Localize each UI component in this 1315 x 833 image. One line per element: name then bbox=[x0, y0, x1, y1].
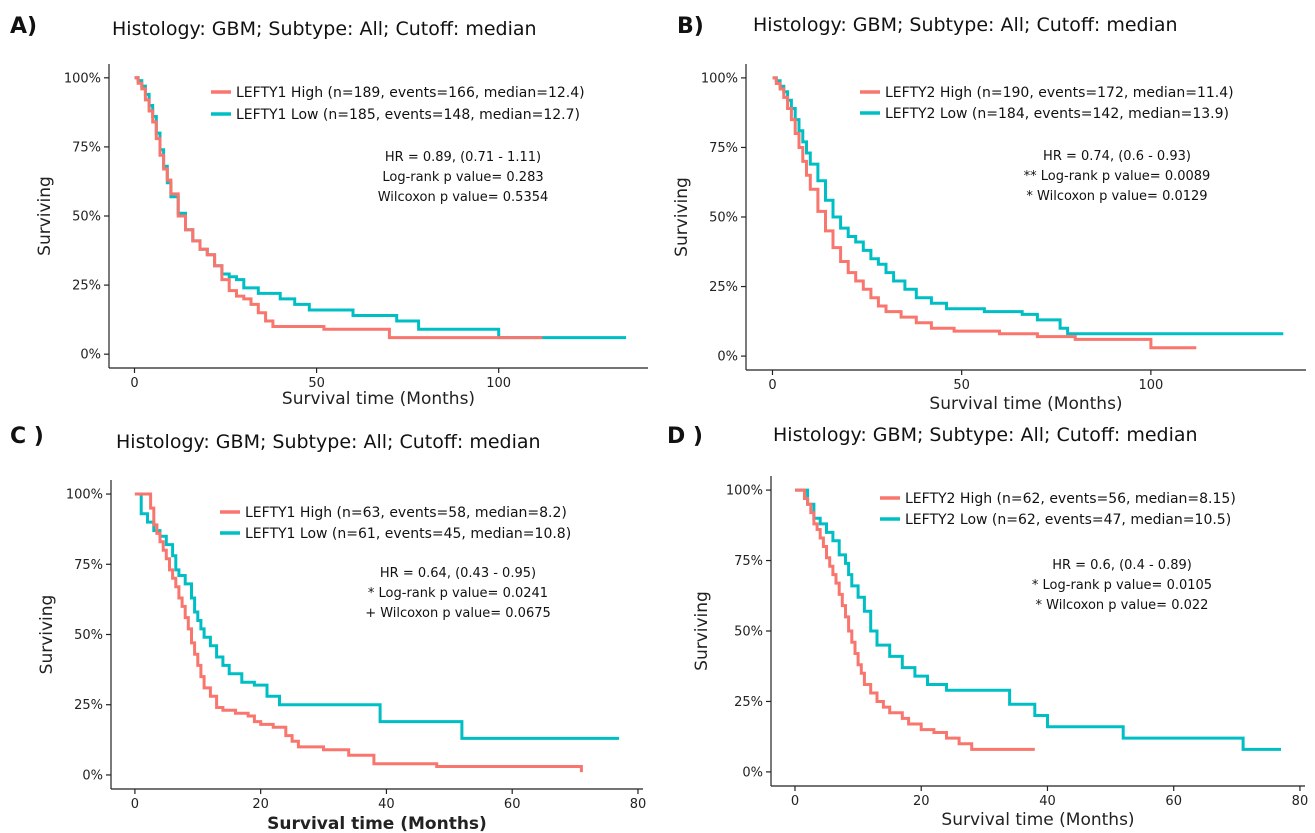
legend-label-low: LEFTY1 Low (n=61, events=45, median=10.8… bbox=[245, 526, 571, 542]
panel-b: B) Histology: GBM; Subtype: All; Cutoff:… bbox=[657, 0, 1315, 416]
legend-label-low: LEFTY1 Low (n=185, events=148, median=12… bbox=[236, 107, 580, 123]
stat-annotation: * Wilcoxon p value= 0.022 bbox=[1036, 598, 1209, 613]
legend-label-high: LEFTY1 High (n=63, events=58, median=8.2… bbox=[245, 505, 567, 521]
stat-annotation: * Log-rank p value= 0.0241 bbox=[368, 586, 548, 601]
legend-label-high: LEFTY2 High (n=62, events=56, median=8.1… bbox=[905, 491, 1236, 507]
stat-annotation: * Log-rank p value= 0.0105 bbox=[1032, 578, 1212, 593]
x-axis-title: Survival time (Months) bbox=[929, 394, 1122, 414]
y-tick-label: 0% bbox=[717, 350, 738, 365]
y-tick-label: 100% bbox=[726, 484, 763, 499]
stat-annotation: * Wilcoxon p value= 0.0129 bbox=[1026, 189, 1207, 204]
legend-label-high: LEFTY1 High (n=189, events=166, median=1… bbox=[236, 85, 585, 101]
y-tick-label: 25% bbox=[734, 695, 763, 710]
stat-annotation: Log-rank p value= 0.283 bbox=[382, 170, 543, 185]
legend-label-high: LEFTY2 High (n=190, events=172, median=1… bbox=[885, 85, 1234, 101]
chart-title: Histology: GBM; Subtype: All; Cutoff: me… bbox=[753, 14, 1178, 36]
y-tick-label: 100% bbox=[701, 71, 738, 86]
x-tick-label: 0 bbox=[791, 794, 799, 809]
x-tick-label: 40 bbox=[378, 797, 395, 812]
y-tick-label: 0% bbox=[742, 765, 763, 780]
stat-annotation: ** Log-rank p value= 0.0089 bbox=[1024, 169, 1211, 184]
y-tick-label: 75% bbox=[734, 554, 763, 569]
y-tick-label: 0% bbox=[80, 348, 101, 363]
y-tick-label: 50% bbox=[72, 210, 101, 225]
panel-label: C ) bbox=[10, 424, 44, 449]
panel-c: C ) Histology: GBM; Subtype: All; Cutoff… bbox=[0, 416, 657, 833]
panel-label: A) bbox=[10, 14, 38, 39]
x-tick-label: 20 bbox=[913, 794, 930, 809]
stat-annotation: HR = 0.6, (0.4 - 0.89) bbox=[1052, 558, 1192, 573]
y-tick-label: 50% bbox=[74, 628, 103, 643]
x-axis-title: Survival time (Months) bbox=[941, 810, 1134, 830]
x-tick-label: 40 bbox=[1039, 794, 1056, 809]
x-tick-label: 50 bbox=[953, 378, 970, 393]
x-tick-label: 20 bbox=[252, 797, 269, 812]
x-tick-label: 100 bbox=[1138, 378, 1163, 393]
km-plot: 0% 25% 50% 75% 100% 0 20 40 60 80 Survival time (M… bbox=[37, 480, 647, 833]
panel-label: D ) bbox=[667, 424, 703, 449]
km-plot: 0% 25% 50% 75% 100% 0 20 40 60 80 Survival time (M… bbox=[692, 476, 1309, 830]
y-axis-title: Surviving bbox=[672, 177, 692, 257]
km-plot: 0% 25% 50% 75% 100% 0 50 100 Survival time (Mont… bbox=[35, 64, 648, 409]
survival-curve-high bbox=[134, 492, 583, 773]
stat-annotation: + Wilcoxon p value= 0.0675 bbox=[365, 606, 551, 621]
panel-label: B) bbox=[677, 14, 704, 39]
y-tick-label: 75% bbox=[709, 141, 738, 156]
y-tick-label: 75% bbox=[72, 140, 101, 155]
y-tick-label: 25% bbox=[709, 280, 738, 295]
y-tick-label: 50% bbox=[709, 211, 738, 226]
chart-title: Histology: GBM; Subtype: All; Cutoff: me… bbox=[773, 424, 1198, 446]
y-tick-label: 75% bbox=[74, 558, 103, 573]
y-tick-label: 50% bbox=[734, 625, 763, 640]
x-tick-label: 0 bbox=[131, 797, 139, 812]
x-tick-label: 60 bbox=[1165, 794, 1182, 809]
x-tick-label: 50 bbox=[308, 376, 325, 391]
y-tick-label: 100% bbox=[66, 488, 103, 503]
x-tick-label: 80 bbox=[630, 797, 647, 812]
x-tick-label: 0 bbox=[130, 376, 138, 391]
chart-title: Histology: GBM; Subtype: All; Cutoff: me… bbox=[112, 18, 537, 40]
y-axis-title: Surviving bbox=[692, 591, 712, 671]
panel-d: D ) Histology: GBM; Subtype: All; Cutoff… bbox=[657, 416, 1315, 833]
x-tick-label: 0 bbox=[768, 378, 776, 393]
stat-annotation: HR = 0.74, (0.6 - 0.93) bbox=[1043, 149, 1191, 164]
legend-label-low: LEFTY2 Low (n=184, events=142, median=13… bbox=[885, 106, 1229, 122]
chart-title: Histology: GBM; Subtype: All; Cutoff: me… bbox=[116, 431, 541, 453]
survival-curve-high bbox=[795, 488, 1035, 751]
km-plot: 0% 25% 50% 75% 100% 0 50 100 Survival time (Mont… bbox=[672, 64, 1306, 414]
survival-curve-high bbox=[772, 76, 1197, 350]
x-axis-title: Survival time (Months) bbox=[267, 814, 487, 833]
y-axis-title: Surviving bbox=[37, 595, 57, 675]
y-tick-label: 25% bbox=[74, 698, 103, 713]
y-tick-label: 0% bbox=[82, 768, 103, 783]
stat-annotation: HR = 0.64, (0.43 - 0.95) bbox=[380, 566, 536, 581]
x-tick-label: 100 bbox=[486, 376, 511, 391]
x-tick-label: 60 bbox=[504, 797, 521, 812]
survival-curve-high bbox=[134, 76, 543, 340]
x-axis-title: Survival time (Months) bbox=[282, 389, 475, 409]
stat-annotation: HR = 0.89, (0.71 - 1.11) bbox=[385, 150, 541, 165]
stat-annotation: Wilcoxon p value= 0.5354 bbox=[378, 190, 549, 205]
legend-label-low: LEFTY2 Low (n=62, events=47, median=10.5… bbox=[905, 512, 1231, 528]
y-tick-label: 25% bbox=[72, 279, 101, 294]
panel-a: A) Histology: GBM; Subtype: All; Cutoff:… bbox=[0, 0, 657, 416]
y-tick-label: 100% bbox=[64, 71, 101, 86]
y-axis-title: Surviving bbox=[35, 176, 55, 256]
x-tick-label: 80 bbox=[1292, 794, 1309, 809]
survival-curve-low bbox=[795, 488, 1281, 751]
